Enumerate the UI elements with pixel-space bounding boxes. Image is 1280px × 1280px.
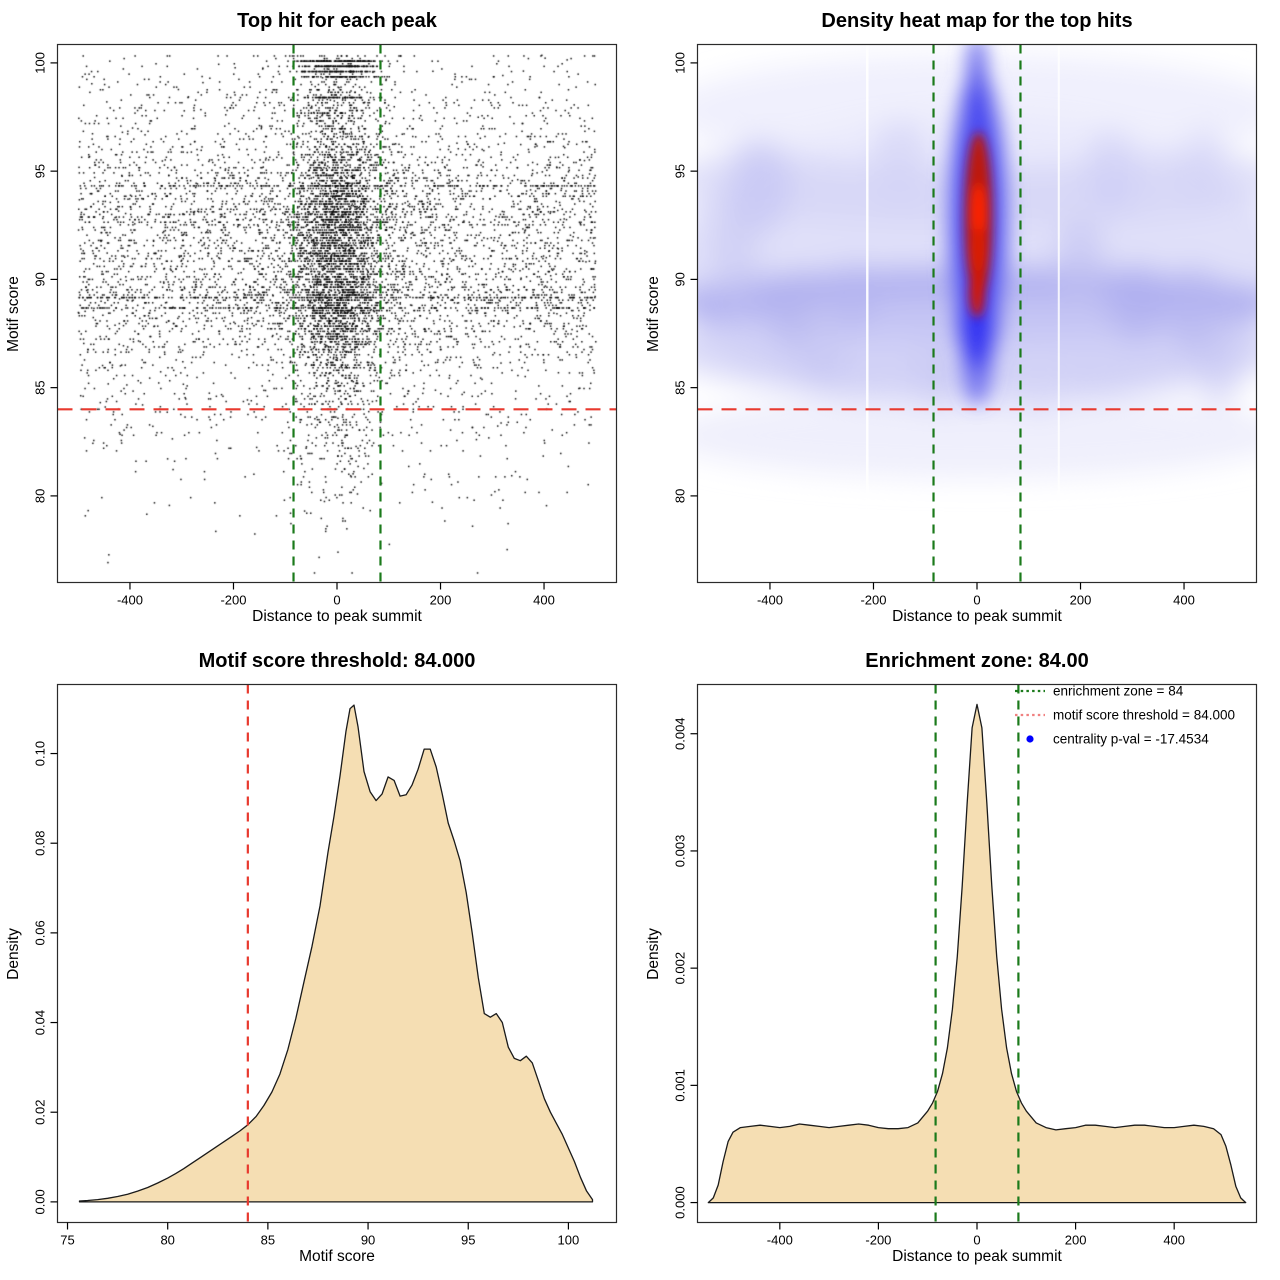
panel-top-hit-scatter: -400 -200 0 200 400 80 85 90 95 100 Top hit for e… bbox=[0, 0, 640, 640]
svg-text:80: 80 bbox=[160, 1233, 174, 1248]
scatter-points-canvas bbox=[0, 0, 640, 640]
svg-text:80: 80 bbox=[33, 489, 48, 503]
svg-text:0.002: 0.002 bbox=[673, 952, 688, 985]
panel-motif-score-density: 75 80 85 90 95 100 0.00 0.02 0.04 0.06 0.08 0.10 Mo… bbox=[0, 640, 640, 1280]
svg-text:0: 0 bbox=[333, 593, 340, 608]
svg-text:0.04: 0.04 bbox=[33, 1010, 48, 1035]
svg-text:0.10: 0.10 bbox=[33, 741, 48, 766]
svg-text:-400: -400 bbox=[117, 593, 143, 608]
x-axis-label: Motif score bbox=[299, 1248, 375, 1265]
heatmap-plot: -400 -200 0 200 400 80 85 90 95 100 bbox=[673, 43, 1258, 608]
svg-text:motif score threshold = 84.000: motif score threshold = 84.000 bbox=[1053, 708, 1235, 723]
svg-text:centrality p-val = -17.4534: centrality p-val = -17.4534 bbox=[1053, 732, 1209, 747]
svg-text:-400: -400 bbox=[757, 593, 783, 608]
svg-text:0.08: 0.08 bbox=[33, 831, 48, 856]
x-axis-label: Distance to peak summit bbox=[252, 608, 422, 625]
svg-text:0.003: 0.003 bbox=[673, 835, 688, 868]
svg-text:400: 400 bbox=[533, 593, 555, 608]
svg-text:95: 95 bbox=[33, 164, 48, 178]
svg-text:-400: -400 bbox=[767, 1233, 793, 1248]
svg-text:-200: -200 bbox=[220, 593, 246, 608]
svg-text:100: 100 bbox=[558, 1233, 580, 1248]
svg-text:85: 85 bbox=[33, 380, 48, 394]
x-axis-label: Distance to peak summit bbox=[892, 608, 1062, 625]
svg-text:0.001: 0.001 bbox=[673, 1069, 688, 1102]
panel-title: Enrichment zone: 84.00 bbox=[865, 650, 1089, 672]
svg-text:100: 100 bbox=[673, 52, 688, 74]
svg-text:80: 80 bbox=[673, 489, 688, 503]
y-axis-label: Density bbox=[5, 928, 22, 980]
svg-text:200: 200 bbox=[430, 593, 452, 608]
y-axis-label: Density bbox=[645, 928, 662, 980]
svg-text:75: 75 bbox=[60, 1233, 74, 1248]
svg-text:95: 95 bbox=[461, 1233, 475, 1248]
summit-density-plot: enrichment zone = 84 motif score threshol… bbox=[673, 684, 1258, 1248]
x-axis-label: Distance to peak summit bbox=[892, 1248, 1062, 1265]
svg-text:200: 200 bbox=[1070, 593, 1092, 608]
svg-text:200: 200 bbox=[1065, 1233, 1087, 1248]
svg-text:0.000: 0.000 bbox=[673, 1186, 688, 1219]
svg-text:0: 0 bbox=[973, 593, 980, 608]
scatter-plot-frame: -400 -200 0 200 400 80 85 90 95 100 bbox=[33, 43, 618, 608]
panel-title: Density heat map for the top hits bbox=[821, 10, 1133, 32]
svg-text:0.02: 0.02 bbox=[33, 1100, 48, 1125]
svg-text:100: 100 bbox=[33, 52, 48, 74]
y-axis-label: Motif score bbox=[645, 276, 662, 352]
panel-title: Top hit for each peak bbox=[237, 10, 437, 32]
panel-title: Motif score threshold: 84.000 bbox=[198, 650, 476, 672]
svg-text:-200: -200 bbox=[865, 1233, 891, 1248]
svg-text:0.004: 0.004 bbox=[673, 717, 688, 750]
svg-text:400: 400 bbox=[1173, 593, 1195, 608]
svg-text:400: 400 bbox=[1163, 1233, 1185, 1248]
svg-text:90: 90 bbox=[33, 272, 48, 286]
svg-text:-200: -200 bbox=[860, 593, 886, 608]
svg-text:enrichment zone = 84: enrichment zone = 84 bbox=[1053, 684, 1184, 699]
svg-text:85: 85 bbox=[673, 380, 688, 394]
svg-text:95: 95 bbox=[673, 164, 688, 178]
svg-text:90: 90 bbox=[361, 1233, 375, 1248]
y-axis-label: Motif score bbox=[5, 276, 22, 352]
score-density-plot: 75 80 85 90 95 100 0.00 0.02 0.04 0.06 0.08 0.10 bbox=[33, 683, 618, 1248]
svg-text:90: 90 bbox=[673, 272, 688, 286]
svg-text:0.00: 0.00 bbox=[33, 1189, 48, 1214]
panel-density-heatmap: -400 -200 0 200 400 80 85 90 95 100 Density heat … bbox=[640, 0, 1280, 640]
panel-summit-distance-density: enrichment zone = 84 motif score threshol… bbox=[640, 640, 1280, 1280]
svg-text:0: 0 bbox=[973, 1233, 980, 1248]
svg-text:0.06: 0.06 bbox=[33, 920, 48, 945]
svg-text:85: 85 bbox=[261, 1233, 275, 1248]
